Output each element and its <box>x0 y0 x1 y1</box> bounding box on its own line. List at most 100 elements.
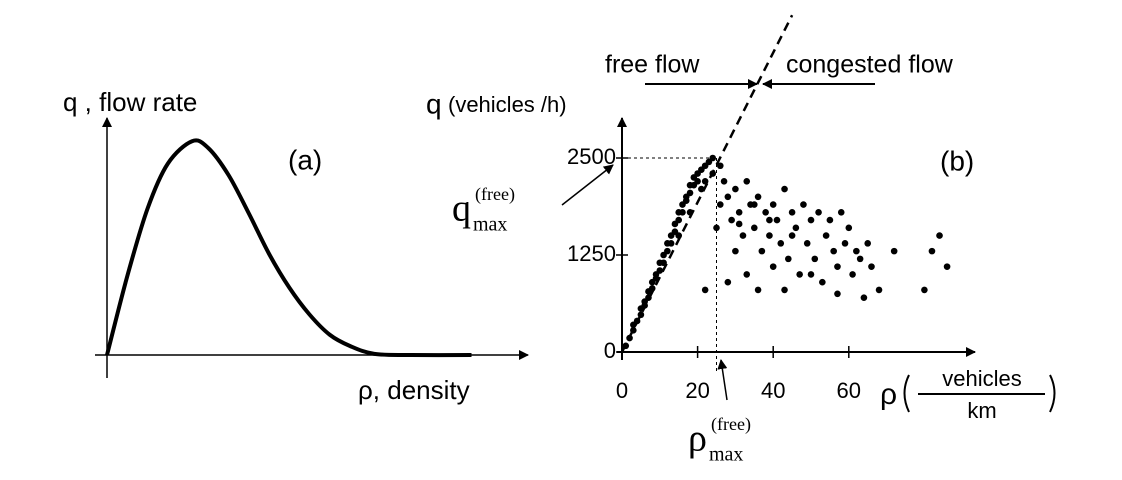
point <box>837 209 845 216</box>
point <box>788 232 796 239</box>
point <box>811 255 819 263</box>
point <box>739 232 747 239</box>
point <box>769 201 777 208</box>
y-axis-unit: (vehicles /h) <box>448 92 567 117</box>
x-tick-label: 60 <box>837 378 861 403</box>
point <box>754 286 762 294</box>
point <box>769 263 777 270</box>
point <box>766 232 773 239</box>
point <box>773 216 781 224</box>
point <box>781 185 788 193</box>
symbol: ρ <box>688 418 707 460</box>
point <box>785 255 792 263</box>
point <box>921 286 928 294</box>
x-tick-label: 20 <box>685 378 709 403</box>
point <box>796 271 803 278</box>
point <box>849 271 856 278</box>
point <box>724 278 732 286</box>
y-tick-label: 1250 <box>567 241 616 266</box>
paren <box>903 374 910 413</box>
point <box>807 271 815 278</box>
point <box>637 311 645 319</box>
point <box>758 247 766 255</box>
point <box>664 247 671 255</box>
point <box>732 185 739 193</box>
point <box>648 285 656 292</box>
point <box>800 201 807 208</box>
point <box>841 240 849 247</box>
point <box>788 209 796 216</box>
point <box>781 286 788 294</box>
point <box>777 240 785 247</box>
curve <box>105 138 472 358</box>
q-max-pointer <box>561 164 614 206</box>
point <box>660 259 667 267</box>
point <box>716 162 724 170</box>
paren <box>1049 374 1056 413</box>
point <box>732 247 739 255</box>
point <box>822 232 830 239</box>
x-axis-label: ρ <box>880 378 897 411</box>
point <box>762 209 769 216</box>
y-axis-label: q , flow rate <box>63 87 197 117</box>
point <box>724 193 732 201</box>
point <box>686 189 694 197</box>
point <box>834 290 841 298</box>
panel-label: (a) <box>288 144 322 175</box>
point <box>656 267 664 274</box>
point <box>622 342 630 350</box>
point <box>716 201 724 208</box>
x-unit-top: vehicles <box>942 366 1021 391</box>
y-axis-label: q <box>426 88 442 119</box>
point <box>694 177 701 185</box>
point <box>735 220 743 228</box>
point <box>936 232 943 239</box>
point <box>709 170 717 177</box>
free-flow-label: free flow <box>605 51 700 79</box>
point <box>751 224 758 232</box>
point <box>864 240 871 247</box>
point <box>728 216 735 224</box>
point <box>834 263 841 270</box>
point <box>856 255 864 263</box>
point <box>626 334 633 342</box>
panel-label: (b) <box>940 145 974 176</box>
point <box>701 177 709 185</box>
x-tick-label: 40 <box>761 378 785 403</box>
point <box>792 224 800 232</box>
point <box>766 216 773 224</box>
point <box>686 209 694 216</box>
point <box>713 224 720 232</box>
point <box>679 209 686 216</box>
point <box>751 201 758 208</box>
point <box>735 209 743 216</box>
point <box>743 271 751 278</box>
y-tick-label: 2500 <box>567 144 616 169</box>
x-axis-label: ρ, density <box>358 375 470 405</box>
rho-max-pointer <box>717 359 728 401</box>
point <box>633 317 641 325</box>
x-unit-bottom: km <box>967 398 996 423</box>
point <box>826 216 834 224</box>
point <box>807 216 815 224</box>
point <box>868 263 875 270</box>
y-tick-label: 0 <box>604 338 616 363</box>
point <box>860 294 868 301</box>
point <box>754 193 762 201</box>
point <box>675 216 682 224</box>
point <box>845 224 853 232</box>
point <box>815 209 822 216</box>
point <box>645 294 652 301</box>
point <box>830 247 837 255</box>
point <box>875 286 883 294</box>
point <box>943 263 951 270</box>
point <box>698 185 705 193</box>
point <box>803 240 811 247</box>
x-tick-label: 0 <box>616 378 628 403</box>
symbol-sub: max <box>473 214 507 236</box>
congested-flow-label: congested flow <box>786 51 954 79</box>
point <box>819 278 826 286</box>
point <box>743 177 751 185</box>
symbol-sup: (free) <box>711 414 751 435</box>
